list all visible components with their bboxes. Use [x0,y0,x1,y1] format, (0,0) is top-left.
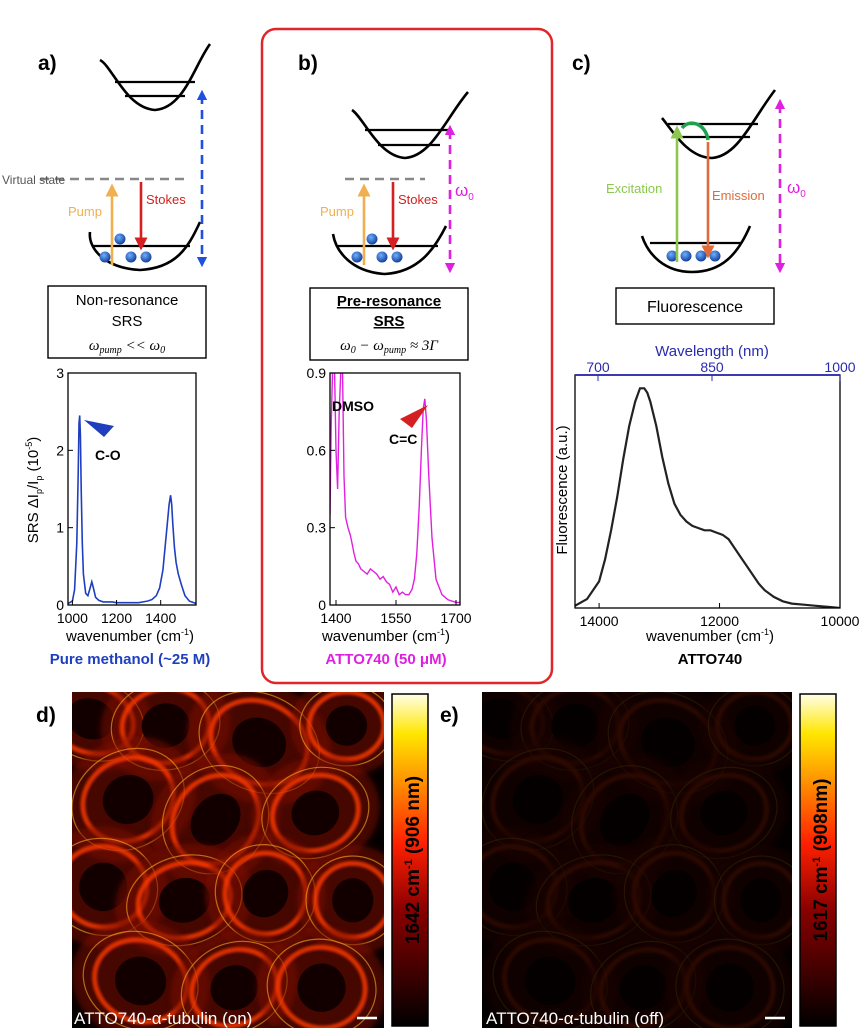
stokes-label-a: Stokes [146,192,186,207]
image-caption-e: ATTO740-α-tubulin (off) [486,1009,664,1028]
chart-b-xtick-label-1: 1550 [380,610,411,626]
top-tick-label-c-2: 1000 [824,359,855,375]
chart-a-series-line-0 [68,415,196,605]
box-c-label: Fluorescence [647,299,743,316]
ylabel-a: SRS ΔIp/Ip (10-5) [24,437,44,543]
chart-b-ytick-label-1: 0.3 [307,520,327,536]
image-caption-d: ATTO740-α-tubulin (on) [74,1009,252,1028]
chart-c-xtick-label-2: 10000 [821,613,860,629]
caption-b: ATTO740 (50 μM) [325,651,446,668]
emission-label: Emission [712,188,765,203]
chart-b-ytick-label-3: 0.9 [307,365,327,381]
xlabel-c: wavenumber (cm-1) [645,627,774,645]
chart-a-xtick-label-1: 1200 [101,610,132,626]
chart-a-xtick-label-2: 1400 [145,610,176,626]
chart-a-ytick-label-0: 0 [56,597,64,613]
peak-marker-a [84,420,114,437]
panel-letter-e: e) [440,704,459,727]
chart-c-xtick-label-1: 12000 [700,613,739,629]
top-tick-label-c-1: 850 [700,359,724,375]
box-fluorescence [615,287,775,325]
caption-a: Pure methanol (~25 M) [50,651,210,668]
box-b-line1: Pre-resonance [337,293,441,310]
colorbar-label-e: 1617 cm-1 (908nm) [811,779,832,942]
chart-b-ytick-label-2: 0.6 [307,442,327,458]
box-b-equation: ω0 − ωpump ≈ 3Γ [340,338,439,356]
chart-c-series-line-0 [575,387,840,608]
peak-label-b: C=C [389,431,417,447]
relaxation-arrow [680,121,710,141]
chart-b-xtick-label-0: 1400 [320,610,351,626]
pump-label-a: Pump [68,204,102,219]
chart-b-series-line-0 [330,373,460,604]
top-tick-label-c-0: 700 [586,359,610,375]
dmso-label: DMSO [332,398,374,414]
chart-a-xtick-label-0: 1000 [57,610,88,626]
omega0-label-b: ω0 [455,181,474,203]
pump-label-b: Pump [320,204,354,219]
omega0-label-c: ω0 [787,178,806,200]
panel-letter-a: a) [38,52,57,75]
xlabel-a: wavenumber (cm-1) [65,627,194,645]
chart-b-axes-frame [329,372,461,606]
microscopy-image-e: ATTO740-α-tubulin (off) [482,692,792,1028]
box-a-line2: SRS [112,313,143,330]
lower-potential-well-a [88,221,202,272]
chart-b-xtick-label-2: 1700 [440,610,471,626]
microscopy-image-d: ATTO740-α-tubulin (on) [72,692,384,1028]
chart-c: 14000 12000 10000 700 850 1000 [574,359,860,629]
panel-letter-b: b) [298,52,318,75]
stokes-label-b: Stokes [398,192,438,207]
panel-letter-c: c) [572,52,591,75]
peak-label-a: C-O [95,447,121,463]
colorbar-label-d: 1642 cm-1 (906 nm) [403,776,424,944]
chart-a-ytick-label-2: 2 [56,442,64,458]
colorbar-d: 1642 cm-1 (906 nm) [391,693,429,1027]
upper-potential-well-a [99,43,212,112]
colorbar-e: 1617 cm-1 (908nm) [799,693,837,1027]
chart-c-xtick-label-0: 14000 [580,613,619,629]
box-nonresonance [47,285,207,359]
energy-diagram-c: Excitation Emission ω0 [606,89,806,274]
box-b-line2: SRS [374,313,405,330]
box-preresonance [309,287,469,361]
highlight-box-b [260,27,554,685]
box-a-line1: Non-resonance [76,292,179,309]
chart-c-axes-frame [574,374,841,609]
caption-c: ATTO740 [678,651,742,668]
peak-marker-b [400,405,428,428]
virtual-state-label: Virtual state [2,173,65,187]
chart-a: 1000 1200 1400 0 1 2 3 C-O [56,365,197,626]
energy-diagram-a: Virtual state Pump Stokes [2,43,212,272]
top-axis-label-c: Wavelength (nm) [655,343,769,360]
panel-letter-d: d) [36,704,56,727]
energy-diagram-b: Pump Stokes ω0 [320,91,474,276]
chart-b-ytick-label-0: 0 [318,597,326,613]
excitation-label: Excitation [606,181,662,196]
box-a-equation: ωpump << ω0 [89,338,165,356]
xlabel-b: wavenumber (cm-1) [321,627,450,645]
chart-a-ytick-label-1: 1 [56,520,64,536]
ylabel-c: Fluorescence (a.u.) [554,425,571,554]
chart-a-ytick-label-3: 3 [56,365,64,381]
chart-a-axes-frame [67,372,197,606]
chart-b: 1400 1550 1700 0 0.3 0.6 0.9 DMSO C=C [307,365,472,626]
